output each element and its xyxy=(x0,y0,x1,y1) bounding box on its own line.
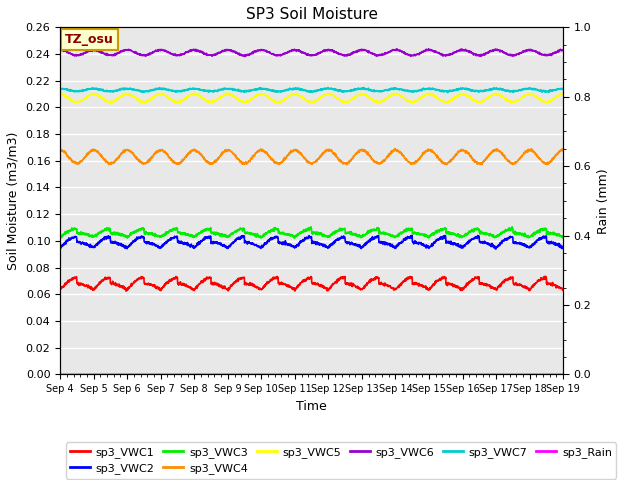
sp3_VWC1 xyxy=(82,283,90,288)
sp3_VWC6 xyxy=(559,48,567,53)
sp3_VWC3 xyxy=(301,229,309,235)
sp3_VWC3 xyxy=(287,232,295,238)
sp3_VWC5 xyxy=(56,91,64,97)
Line: sp3_VWC4: sp3_VWC4 xyxy=(60,149,563,165)
sp3_VWC5 xyxy=(545,98,553,104)
sp3_VWC2 xyxy=(545,241,553,247)
sp3_VWC4 xyxy=(453,152,461,158)
sp3_VWC3 xyxy=(291,235,298,241)
sp3_VWC1 xyxy=(545,281,553,287)
sp3_VWC6 xyxy=(56,48,64,53)
sp3_Rain xyxy=(452,372,460,377)
sp3_VWC5 xyxy=(82,95,90,101)
sp3_VWC1 xyxy=(288,284,296,290)
sp3_VWC1 xyxy=(301,277,309,283)
Line: sp3_VWC6: sp3_VWC6 xyxy=(60,48,563,57)
sp3_VWC3 xyxy=(82,230,90,236)
sp3_VWC1 xyxy=(452,284,460,289)
sp3_VWC7 xyxy=(444,90,452,96)
sp3_VWC2 xyxy=(408,232,416,238)
sp3_VWC7 xyxy=(545,90,553,96)
sp3_Rain xyxy=(82,372,90,377)
sp3_VWC5 xyxy=(288,91,296,97)
sp3_VWC4 xyxy=(545,159,553,165)
sp3_VWC5 xyxy=(301,96,309,102)
sp3_VWC6 xyxy=(301,50,309,56)
sp3_VWC6 xyxy=(241,54,249,60)
sp3_Rain xyxy=(287,372,295,377)
Line: sp3_VWC2: sp3_VWC2 xyxy=(60,235,563,249)
sp3_VWC3 xyxy=(453,232,461,238)
Line: sp3_VWC3: sp3_VWC3 xyxy=(60,227,563,238)
sp3_VWC2 xyxy=(82,241,90,247)
sp3_Rain xyxy=(559,372,567,377)
Line: sp3_VWC1: sp3_VWC1 xyxy=(60,276,563,291)
sp3_VWC5 xyxy=(107,101,115,107)
sp3_VWC7 xyxy=(360,84,367,90)
sp3_VWC6 xyxy=(545,52,553,58)
sp3_VWC2 xyxy=(545,240,553,246)
sp3_Rain xyxy=(545,372,552,377)
sp3_VWC1 xyxy=(122,288,130,294)
sp3_VWC1 xyxy=(545,281,553,287)
sp3_VWC3 xyxy=(307,224,315,230)
sp3_VWC7 xyxy=(301,87,308,93)
sp3_VWC2 xyxy=(492,246,500,252)
sp3_VWC7 xyxy=(56,85,64,91)
Y-axis label: Rain (mm): Rain (mm) xyxy=(597,168,610,234)
sp3_VWC6 xyxy=(82,50,90,56)
sp3_VWC6 xyxy=(425,46,433,51)
sp3_VWC6 xyxy=(288,47,296,53)
sp3_VWC2 xyxy=(56,245,64,251)
sp3_VWC4 xyxy=(343,162,351,168)
sp3_VWC4 xyxy=(56,148,64,154)
sp3_Rain xyxy=(545,372,552,377)
sp3_Rain xyxy=(56,372,64,377)
sp3_VWC1 xyxy=(559,287,567,293)
Y-axis label: Soil Moisture (m3/m3): Soil Moisture (m3/m3) xyxy=(7,132,20,270)
sp3_VWC3 xyxy=(545,230,553,236)
Line: sp3_VWC5: sp3_VWC5 xyxy=(60,93,563,104)
Title: SP3 Soil Moisture: SP3 Soil Moisture xyxy=(246,7,378,22)
sp3_VWC7 xyxy=(453,86,461,92)
sp3_VWC4 xyxy=(559,146,567,152)
sp3_VWC1 xyxy=(56,287,64,292)
sp3_VWC7 xyxy=(545,88,553,94)
sp3_VWC6 xyxy=(453,49,461,55)
sp3_VWC7 xyxy=(82,87,90,93)
sp3_VWC3 xyxy=(545,231,553,237)
sp3_VWC4 xyxy=(301,155,308,160)
sp3_VWC4 xyxy=(391,146,399,152)
sp3_VWC5 xyxy=(559,91,567,96)
sp3_VWC4 xyxy=(82,154,90,160)
sp3_VWC3 xyxy=(559,235,567,240)
sp3_VWC3 xyxy=(56,235,64,240)
sp3_VWC2 xyxy=(559,244,567,250)
sp3_VWC5 xyxy=(292,90,300,96)
sp3_VWC7 xyxy=(287,86,295,92)
sp3_VWC2 xyxy=(301,237,308,243)
sp3_VWC4 xyxy=(287,149,295,155)
sp3_VWC2 xyxy=(287,242,295,248)
sp3_VWC7 xyxy=(559,86,567,92)
sp3_VWC6 xyxy=(545,52,553,58)
sp3_VWC2 xyxy=(452,241,460,247)
sp3_VWC5 xyxy=(453,94,461,100)
Line: sp3_VWC7: sp3_VWC7 xyxy=(60,87,563,93)
sp3_VWC5 xyxy=(545,98,553,104)
sp3_VWC1 xyxy=(541,274,549,279)
Text: TZ_osu: TZ_osu xyxy=(65,33,114,46)
Legend: sp3_VWC1, sp3_VWC2, sp3_VWC3, sp3_VWC4, sp3_VWC5, sp3_VWC6, sp3_VWC7, sp3_Rain: sp3_VWC1, sp3_VWC2, sp3_VWC3, sp3_VWC4, … xyxy=(66,443,616,479)
sp3_Rain xyxy=(301,372,308,377)
sp3_VWC4 xyxy=(545,161,553,167)
X-axis label: Time: Time xyxy=(296,400,327,413)
